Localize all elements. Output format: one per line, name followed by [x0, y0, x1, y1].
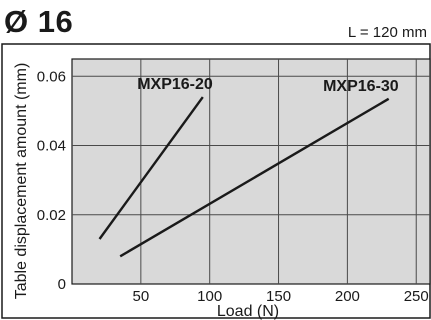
chart-condition-label: L = 120 mm [347, 24, 427, 41]
y-tick-labels: 0 0.02 0.04 0.06 [37, 68, 66, 293]
y-tick-label: 0.06 [37, 68, 66, 85]
y-tick-label: 0.04 [37, 138, 66, 155]
x-tick-label: 100 [197, 288, 222, 305]
x-tick-label: 200 [335, 288, 360, 305]
x-tick-label: 250 [404, 288, 429, 305]
grid-lines [72, 59, 430, 284]
y-tick-label: 0 [58, 276, 66, 293]
y-axis-label: Table displacement amount (mm) [13, 63, 30, 300]
x-axis-label: Load (N) [217, 303, 279, 320]
series-labels: MXP16-20 MXP16-30 [137, 76, 399, 95]
series-line-mxp16-20 [98, 96, 204, 240]
series-label: MXP16-30 [323, 78, 399, 95]
series-line-mxp16-30 [119, 97, 390, 258]
plot-area [71, 58, 431, 285]
x-tick-labels: 50 100 150 200 250 [133, 288, 429, 305]
chart-title: Ø 16 [4, 4, 74, 39]
y-tick-label: 0.02 [37, 207, 66, 224]
x-tick-label: 150 [266, 288, 291, 305]
series-lines [98, 96, 390, 258]
series-label: MXP16-20 [137, 76, 213, 93]
x-tick-label: 50 [133, 288, 150, 305]
